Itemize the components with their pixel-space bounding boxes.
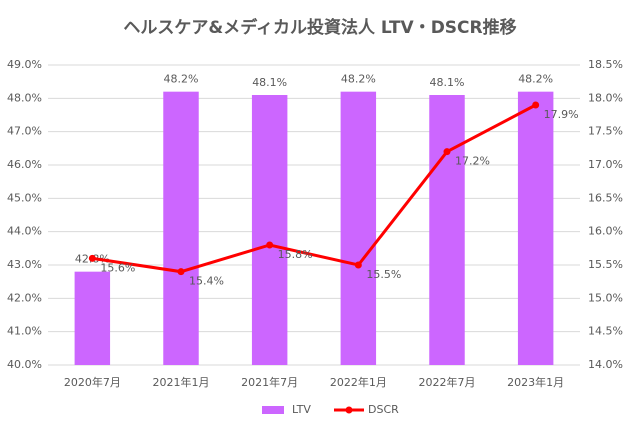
x-tick-label: 2021年1月 (153, 375, 210, 389)
y-tick-label: 42.0% (7, 291, 42, 304)
x-tick-label: 2023年1月 (507, 375, 564, 389)
y2-tick-label: 17.0% (588, 158, 623, 171)
y-tick-label: 46.0% (7, 158, 42, 171)
y2-tick-label: 15.0% (588, 291, 623, 304)
y-tick-label: 48.0% (7, 91, 42, 104)
line (92, 103, 537, 274)
line-point (88, 254, 96, 262)
line-point (354, 261, 362, 269)
bar (74, 271, 111, 365)
line-point (443, 148, 451, 156)
y-tick-label: 45.0% (7, 191, 42, 204)
line-label: 15.4% (189, 275, 224, 288)
line-label: 15.6% (100, 261, 135, 274)
bar (340, 91, 377, 366)
x-tick-label: 2022年7月 (419, 375, 476, 389)
bar-label: 48.1% (430, 76, 465, 89)
y2-tick-label: 16.5% (588, 191, 623, 204)
bar-label: 48.1% (252, 76, 287, 89)
x-tick-label: 2020年7月 (64, 375, 121, 389)
line-label: 17.9% (544, 108, 579, 121)
line-label: 17.2% (455, 155, 490, 168)
legend-swatch (345, 406, 353, 414)
bar-label: 48.2% (518, 73, 553, 86)
y-tick-label: 44.0% (7, 225, 42, 238)
y-tick-label: 40.0% (7, 358, 42, 371)
x-tick-label: 2021年7月 (241, 375, 298, 389)
bar (251, 95, 288, 365)
legend-label: DSCR (368, 403, 399, 416)
y-tick-label: 43.0% (7, 258, 42, 271)
bar (163, 91, 199, 366)
bar-label: 48.2% (164, 73, 199, 86)
legend-label: LTV (292, 403, 311, 416)
y2-tick-label: 14.5% (588, 325, 623, 338)
y-tick-label: 49.0% (7, 58, 42, 71)
y2-tick-label: 17.5% (588, 125, 623, 138)
line-label: 15.5% (366, 268, 401, 281)
line-point (532, 101, 540, 109)
bar (429, 95, 465, 365)
line-point (177, 268, 185, 276)
y2-tick-label: 18.0% (588, 91, 623, 104)
x-tick-label: 2022年1月 (330, 375, 387, 389)
bar-label: 48.2% (341, 73, 376, 86)
bar (517, 91, 554, 366)
y-tick-label: 47.0% (7, 125, 42, 138)
legend-swatch (262, 406, 284, 414)
y2-tick-label: 18.5% (588, 58, 623, 71)
line-label: 15.8% (278, 248, 313, 261)
chart-title: ヘルスケア&メディカル投資法人 LTV・DSCR推移 (123, 17, 516, 38)
y2-tick-label: 16.0% (588, 225, 623, 238)
y-tick-label: 41.0% (7, 325, 42, 338)
y2-tick-label: 15.5% (588, 258, 623, 271)
y2-tick-label: 14.0% (588, 358, 623, 371)
line-point (266, 241, 274, 249)
